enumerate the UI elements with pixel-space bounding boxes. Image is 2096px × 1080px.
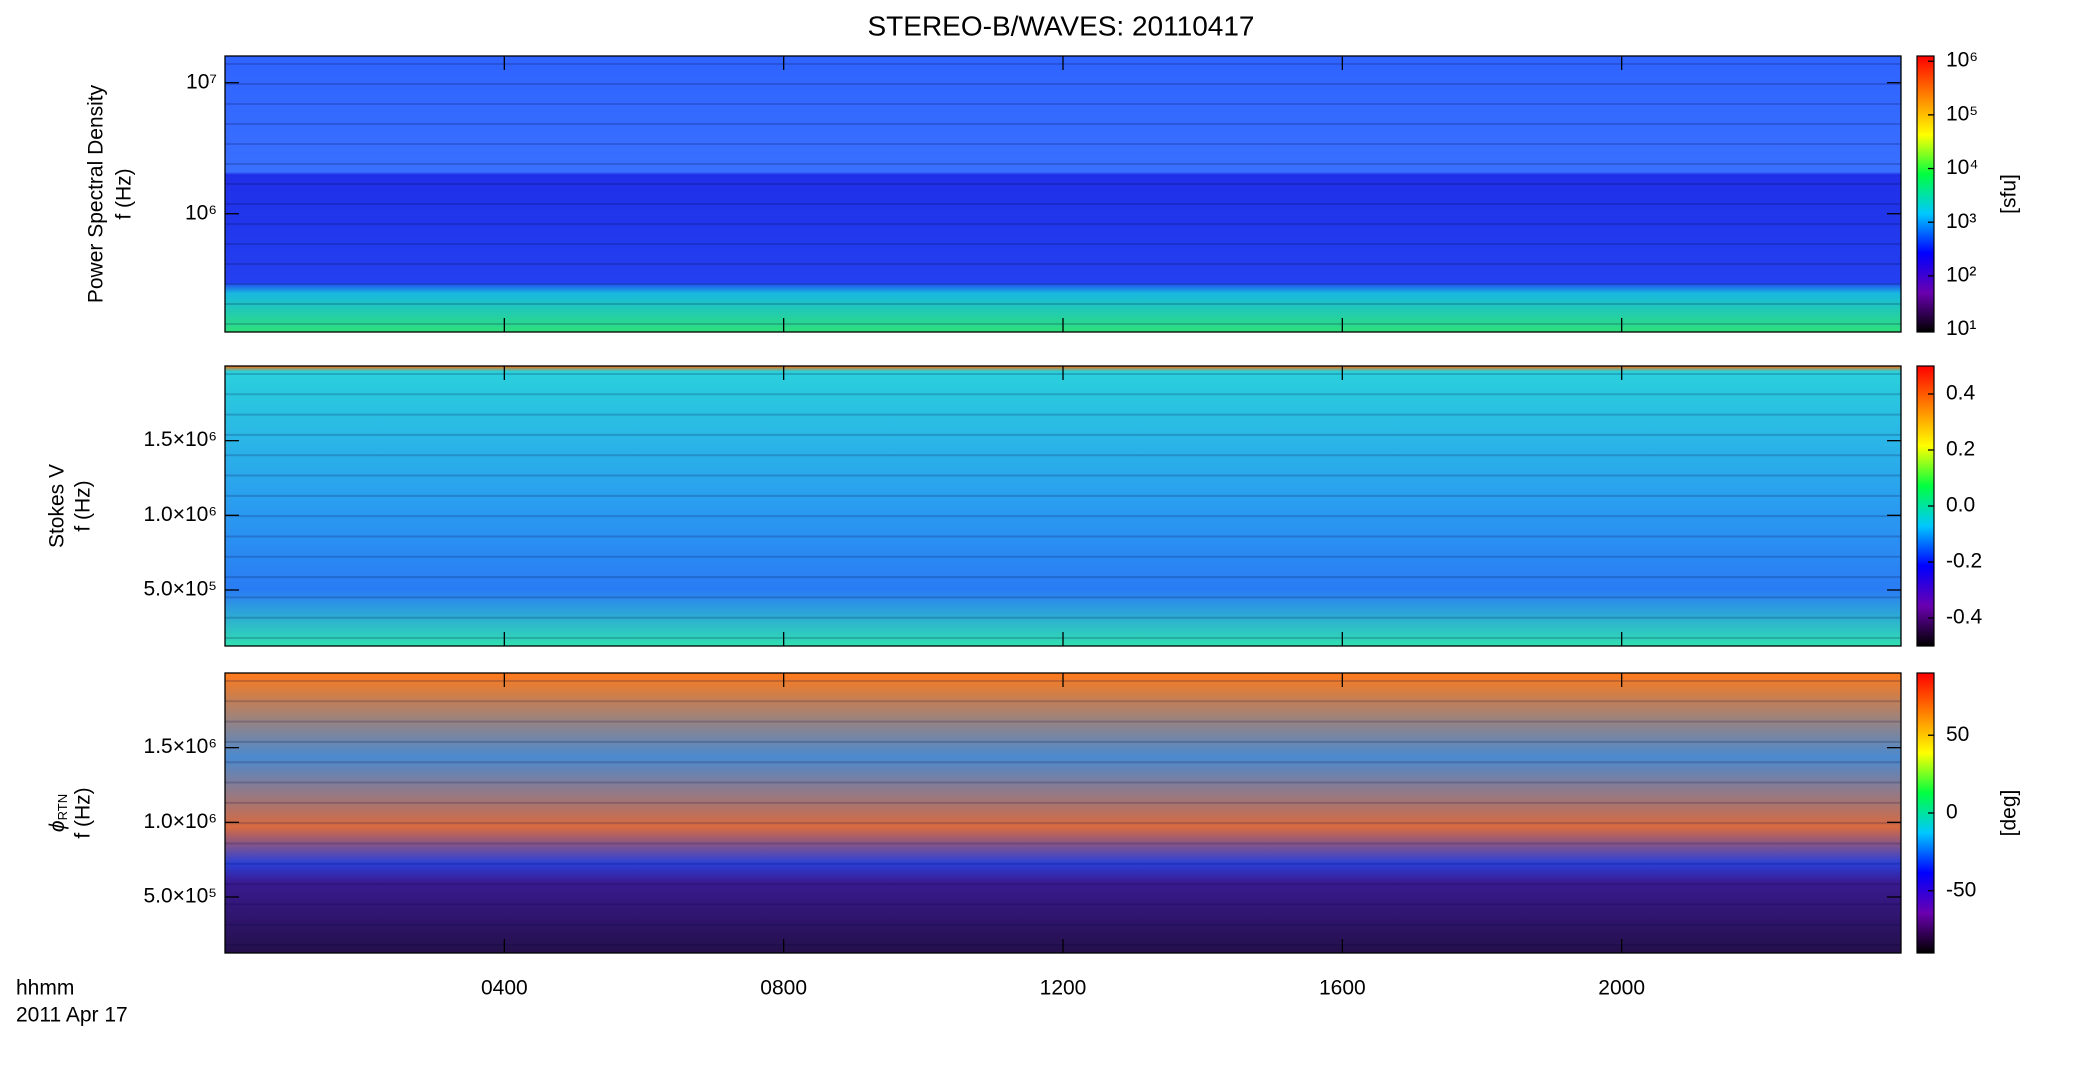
colorbar-tick-label: -0.4 (1946, 606, 1983, 629)
spectrogram (225, 673, 1901, 953)
y-tick-label: 1.0×10⁶ (144, 503, 217, 526)
y-axis-label: f (Hz) (72, 480, 95, 531)
y-tick-label: 5.0×10⁵ (143, 578, 217, 601)
chart-title: STEREO-B/WAVES: 20110417 (868, 10, 1255, 41)
colorbar-tick-label: 0 (1946, 801, 1958, 824)
colorbar-tick-label: -50 (1946, 878, 1976, 901)
spectrogram (225, 56, 1901, 332)
colorbar-tick-label: 10⁶ (1946, 49, 1978, 72)
y-axis-label-symbol: ϕ (46, 820, 69, 832)
colorbar-tick-label: -0.2 (1946, 550, 1982, 573)
colorbar-tick-label: 10² (1946, 263, 1976, 286)
y-tick-label: 5.0×10⁵ (143, 885, 217, 908)
spectrogram (225, 366, 1901, 646)
y-tick-label: 10⁶ (185, 201, 217, 224)
colorbar-tick-label: 0.0 (1946, 494, 1975, 517)
colorbar (1916, 55, 1935, 333)
y-axis-label: Stokes V (46, 464, 69, 548)
x-tick-label: 0400 (481, 977, 528, 1000)
colorbar-tick-label: 0.2 (1946, 438, 1975, 461)
y-axis-label: f (Hz) (113, 168, 136, 219)
y-axis-label: f (Hz) (72, 787, 95, 838)
x-axis-label: hhmm (16, 977, 74, 1000)
y-tick-label: 10⁷ (186, 70, 217, 93)
x-tick-label: 1600 (1319, 977, 1366, 1000)
x-tick-label: 1200 (1040, 977, 1087, 1000)
y-axis-label-subscript: RTN (55, 794, 70, 820)
colorbar-tick-label: 10⁵ (1946, 102, 1978, 125)
colorbar-tick-label: 0.4 (1946, 382, 1976, 405)
y-axis-label: Power Spectral Density (85, 84, 108, 303)
colorbar-label: [sfu] (1998, 174, 2021, 214)
y-axis-label: ϕRTN (46, 794, 71, 832)
x-tick-label: 0800 (760, 977, 807, 1000)
colorbar-tick-label: 10¹ (1946, 317, 1976, 340)
x-tick-label: 2000 (1598, 977, 1645, 1000)
colorbar-tick-label: 10³ (1946, 210, 1976, 233)
colorbar-tick-label: 50 (1946, 723, 1969, 746)
colorbar-label: [deg] (1998, 790, 2021, 837)
colorbar-tick-label: 10⁴ (1946, 156, 1978, 179)
y-tick-label: 1.5×10⁶ (144, 735, 217, 758)
y-tick-label: 1.5×10⁶ (144, 428, 217, 451)
x-axis-label: 2011 Apr 17 (16, 1004, 128, 1027)
y-tick-label: 1.0×10⁶ (144, 810, 217, 833)
